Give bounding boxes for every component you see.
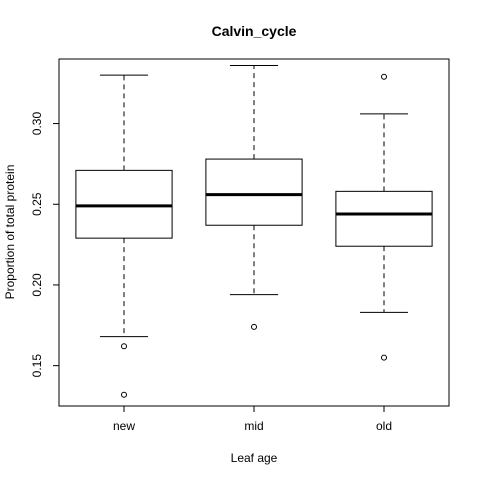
box-new	[75, 74, 173, 398]
y-axis: 0.15 0.20 0.25 0.30	[30, 112, 60, 378]
outlier-point	[381, 73, 387, 80]
box-iqr	[335, 190, 433, 247]
x-tick-label: old	[376, 419, 392, 433]
outlier-point	[121, 391, 127, 398]
x-tick-label: mid	[244, 419, 263, 433]
box-old	[335, 73, 433, 361]
y-tick-label: 0.20	[30, 273, 44, 297]
box-mid	[205, 64, 303, 330]
outlier-point	[381, 354, 387, 361]
y-tick-label: 0.30	[30, 112, 44, 136]
outlier-point	[251, 323, 257, 330]
outlier-point	[121, 343, 127, 350]
chart-title: Calvin_cycle	[212, 23, 297, 39]
box-iqr	[205, 158, 303, 226]
y-axis-label: Proportion of total protein	[3, 165, 17, 300]
boxes	[75, 64, 433, 398]
x-tick-label: new	[113, 419, 135, 433]
y-tick-label: 0.15	[30, 354, 44, 378]
x-axis-label: Leaf age	[231, 451, 278, 465]
y-tick-label: 0.25	[30, 192, 44, 216]
box-iqr	[75, 169, 173, 239]
x-axis: new mid old	[113, 405, 392, 433]
